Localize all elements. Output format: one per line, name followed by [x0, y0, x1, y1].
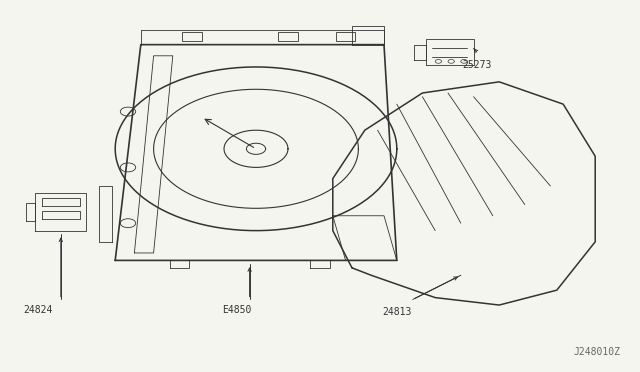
- Text: 24824: 24824: [24, 305, 53, 315]
- Text: E4850: E4850: [222, 305, 252, 315]
- Text: 25273: 25273: [462, 60, 492, 70]
- Text: 24813: 24813: [382, 307, 412, 317]
- Text: J248010Z: J248010Z: [574, 347, 621, 357]
